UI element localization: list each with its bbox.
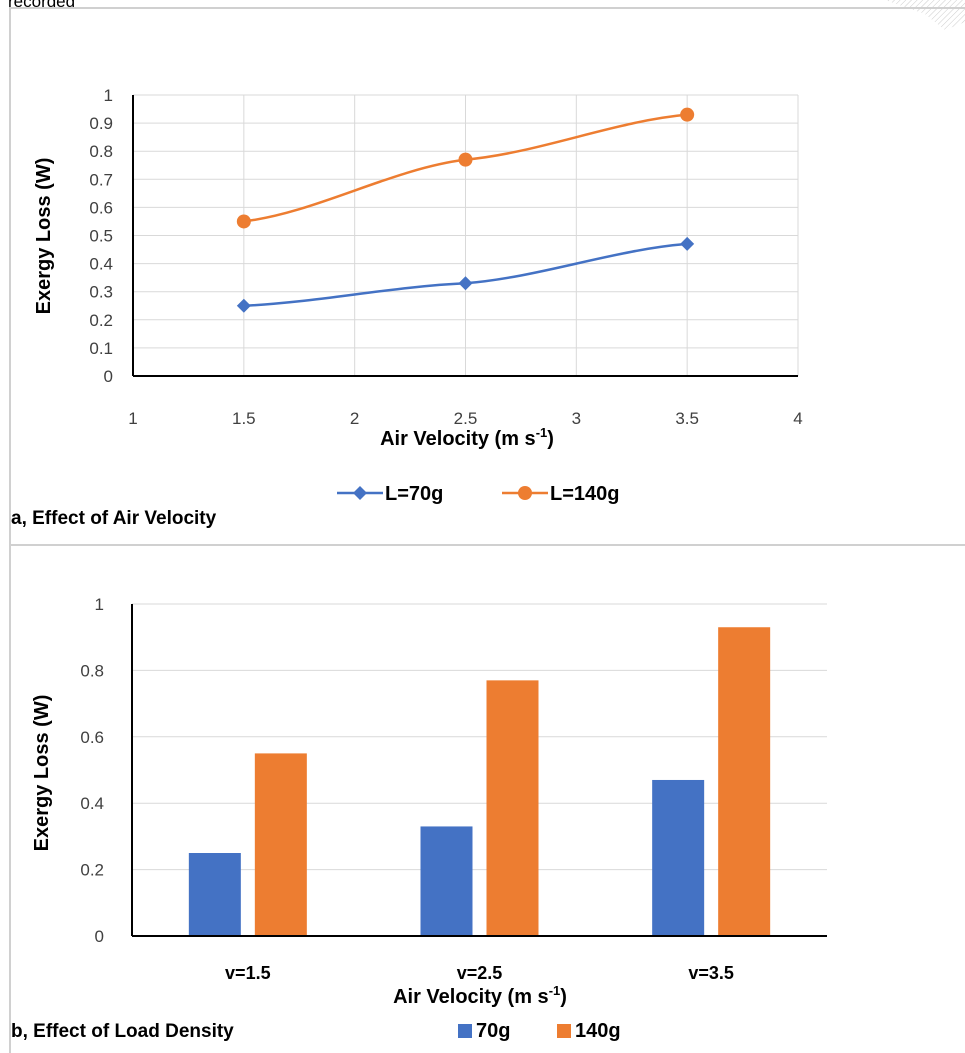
chart-b-y-axis-title: Exergy Loss (W) xyxy=(31,695,53,852)
chart-b-x-axis-title: Air Velocity (m s-1) xyxy=(393,983,567,1008)
chart-a-y-axis-title: Exergy Loss (W) xyxy=(33,158,55,315)
caption-a: a, Effect of Air Velocity xyxy=(11,508,217,529)
chart-b-legend-label: 70g xyxy=(476,1020,510,1042)
chart-a-point-diamond xyxy=(680,236,695,251)
chart-a-xlabel-closing: ) xyxy=(547,428,554,450)
chart-a-y-tick-label: 0 xyxy=(104,367,113,386)
chart-b-xlabel-closing: ) xyxy=(560,986,567,1008)
chart-b-y-tick-label: 0.4 xyxy=(80,794,104,813)
frame-top-border xyxy=(10,7,965,9)
chart-a-ylabel: Exergy Loss (W) xyxy=(33,158,55,315)
chart-b-xlabel-superscript: -1 xyxy=(549,983,561,998)
chart-b-x-category-label: v=2.5 xyxy=(457,963,503,983)
chart-a-y-tick-label: 1 xyxy=(104,86,113,105)
chart-a-y-tick-label: 0.9 xyxy=(89,114,113,133)
chart-b-ylabel: Exergy Loss (W) xyxy=(31,695,53,852)
chart-a-legend-marker-diamond xyxy=(353,486,367,500)
chart-a-x-tick-label: 3.5 xyxy=(675,409,699,428)
chart-a-y-tick-label: 0.7 xyxy=(89,170,113,189)
chart-b-bar-140g-v=1.5 xyxy=(254,753,307,936)
partial-header-text: recorded xyxy=(8,0,76,11)
chart-a-point-circle xyxy=(458,152,473,167)
chart-b-bar-70g-v=1.5 xyxy=(188,853,241,936)
chart-a-exergy-vs-velocity: 0 0.1 0.2 0.3 0.4 0.5 0.6 0.7 0.8 0.9 1 1 1.5 2 2.5 3 3… xyxy=(33,86,803,505)
chart-a-y-tick-label: 0.4 xyxy=(89,255,113,274)
chart-a-point-diamond xyxy=(236,298,251,313)
chart-b-x-category-label: v=3.5 xyxy=(688,963,734,983)
chart-b-legend-swatch xyxy=(458,1024,472,1038)
chart-a-x-axis-title: Air Velocity (m s-1) xyxy=(380,425,554,450)
chart-b-bar-140g-v=2.5 xyxy=(486,680,539,936)
frame-left-border xyxy=(9,7,11,1053)
chart-b-bar-70g-v=2.5 xyxy=(420,826,473,936)
chart-a-x-tick-label: 1.5 xyxy=(232,409,256,428)
chart-b-y-tick-label: 1 xyxy=(95,595,104,614)
chart-b-x-category-label: v=1.5 xyxy=(225,963,271,983)
chart-a-y-tick-label: 0.3 xyxy=(89,283,113,302)
chart-a-y-tick-label: 0.6 xyxy=(89,198,113,217)
chart-b-y-tick-label: 0 xyxy=(95,927,104,946)
chart-b-xlabel: Air Velocity (m s xyxy=(393,986,549,1008)
chart-a-y-tick-label: 0.2 xyxy=(89,311,113,330)
chart-a-point-diamond xyxy=(458,276,473,291)
chart-b-y-tick-label: 0.8 xyxy=(80,661,104,680)
caption-b: b, Effect of Load Density xyxy=(11,1021,234,1042)
chart-a-point-circle xyxy=(680,107,695,122)
chart-b-bar-140g-v=3.5 xyxy=(718,627,771,936)
chart-a-point-circle xyxy=(236,214,251,229)
chart-a-y-tick-label: 0.8 xyxy=(89,142,113,161)
frame-middle-divider xyxy=(10,544,965,546)
chart-b-y-tick-label: 0.6 xyxy=(80,728,104,747)
chart-b-bar-70g-v=3.5 xyxy=(652,779,705,936)
chart-a-x-tick-label: 2.5 xyxy=(454,409,478,428)
chart-b-legend-label: 140g xyxy=(575,1020,621,1042)
chart-a-x-tick-label: 3 xyxy=(572,409,581,428)
chart-a-legend-marker-circle xyxy=(518,486,532,500)
chart-a-y-tick-label: 0.1 xyxy=(89,339,113,358)
chart-a-xlabel: Air Velocity (m s xyxy=(380,428,536,450)
chart-a-y-tick-label: 0.5 xyxy=(89,227,113,246)
chart-a-x-tick-label: 2 xyxy=(350,409,359,428)
chart-b-y-tick-label: 0.2 xyxy=(80,861,104,880)
chart-a-x-tick-label: 1 xyxy=(128,409,137,428)
chart-a-legend-label: L=70g xyxy=(385,483,443,505)
chart-a-x-tick-label: 4 xyxy=(793,409,802,428)
chart-a-xlabel-superscript: -1 xyxy=(536,425,548,440)
chart-b-legend-swatch xyxy=(557,1024,571,1038)
chart-a-legend-label: L=140g xyxy=(550,483,619,505)
